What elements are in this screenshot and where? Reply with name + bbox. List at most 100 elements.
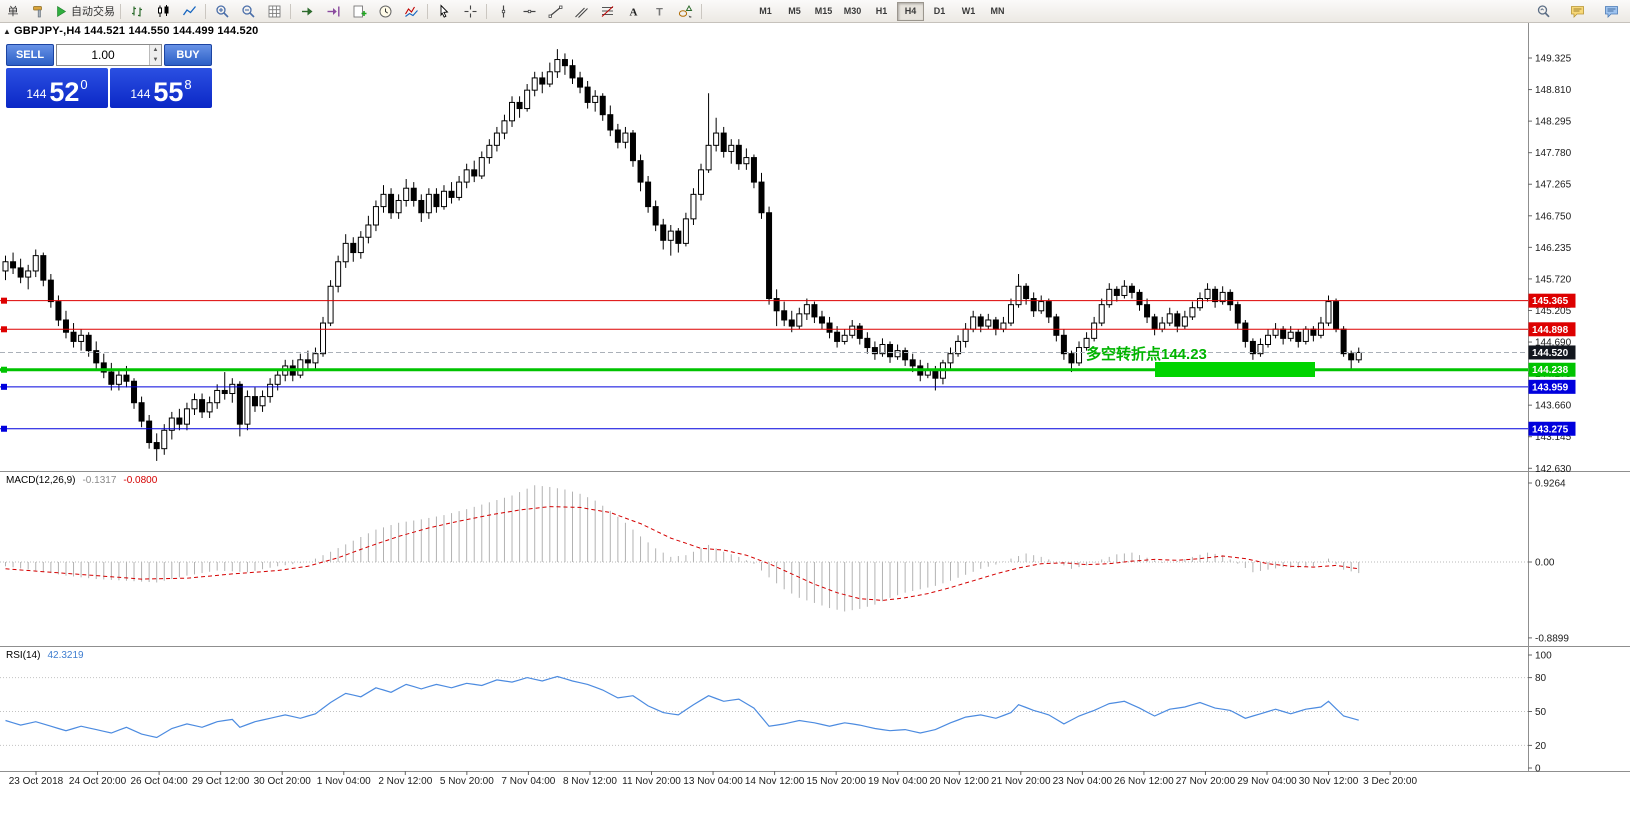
svg-text:26 Oct 04:00: 26 Oct 04:00 xyxy=(130,776,188,787)
toolbar-separator xyxy=(701,3,702,19)
search-icon[interactable] xyxy=(1530,1,1556,21)
svg-text:144.898: 144.898 xyxy=(1532,325,1569,336)
orders-button-label: 单 xyxy=(7,6,19,18)
svg-text:20 Nov 12:00: 20 Nov 12:00 xyxy=(930,776,990,787)
svg-text:23 Nov 04:00: 23 Nov 04:00 xyxy=(1053,776,1113,787)
timeframe-h1[interactable]: H1 xyxy=(875,5,888,16)
zoom-in-icon[interactable] xyxy=(209,1,235,21)
svg-text:30 Nov 12:00: 30 Nov 12:00 xyxy=(1299,776,1359,787)
toolbar-separator xyxy=(120,3,121,19)
svg-text:7 Nov 04:00: 7 Nov 04:00 xyxy=(501,776,555,787)
svg-text:27 Nov 20:00: 27 Nov 20:00 xyxy=(1176,776,1236,787)
sell-price-prefix: 144 xyxy=(26,87,47,101)
timeframe-w1[interactable]: W1 xyxy=(961,5,976,16)
timeframe-m1[interactable]: M1 xyxy=(759,5,772,16)
toolbar-right xyxy=(1530,1,1624,21)
macd-label: MACD(12,26,9) -0.1317 -0.0800 xyxy=(6,475,157,486)
svg-text:13 Nov 04:00: 13 Nov 04:00 xyxy=(683,776,743,787)
timeframe-m5[interactable]: M5 xyxy=(788,5,801,16)
vertical-line-icon[interactable] xyxy=(490,1,516,21)
horizontal-line-icon[interactable] xyxy=(516,1,542,21)
new-chart-icon[interactable] xyxy=(346,1,372,21)
timeframe-d1[interactable]: D1 xyxy=(933,5,946,16)
svg-text:144.690: 144.690 xyxy=(1535,338,1572,349)
autoscroll-icon[interactable] xyxy=(294,1,320,21)
one-click-trading-panel: SELL ▲ ▼ BUY 144 52 0 144 55 8 xyxy=(6,44,212,108)
sell-price-big: 52 xyxy=(49,77,80,108)
oneclick-collapse-toggle[interactable]: ▲ xyxy=(3,27,11,36)
svg-text:-0.8899: -0.8899 xyxy=(1535,633,1569,644)
svg-text:147.780: 147.780 xyxy=(1535,148,1572,159)
volume-input[interactable] xyxy=(57,45,149,65)
fibonacci-icon[interactable] xyxy=(594,1,620,21)
autotrade-button[interactable]: 自动交易 xyxy=(52,1,117,21)
svg-text:29 Nov 04:00: 29 Nov 04:00 xyxy=(1237,776,1297,787)
sell-price-display[interactable]: 144 52 0 xyxy=(6,68,108,108)
bar-chart-icon[interactable] xyxy=(124,1,150,21)
grid-icon[interactable] xyxy=(261,1,287,21)
crosshair-icon[interactable] xyxy=(457,1,483,21)
autotrade-button-label: 自动交易 xyxy=(71,6,115,18)
highlight-rectangle[interactable] xyxy=(1155,362,1315,377)
chart-ohlc-title: GBPJPY-,H4 144.521 144.550 144.499 144.5… xyxy=(14,25,259,37)
timeframe-h4[interactable]: H4 xyxy=(897,1,924,21)
chart-shift-icon[interactable] xyxy=(320,1,346,21)
svg-text:143.275: 143.275 xyxy=(1532,424,1569,435)
timeframe-m30[interactable]: M30 xyxy=(843,5,862,16)
candlestick-chart-icon[interactable] xyxy=(150,1,176,21)
svg-text:143.959: 143.959 xyxy=(1532,382,1569,393)
svg-text:2 Nov 12:00: 2 Nov 12:00 xyxy=(378,776,432,787)
timeframe-m15[interactable]: M15 xyxy=(814,5,833,16)
svg-text:26 Nov 12:00: 26 Nov 12:00 xyxy=(1114,776,1174,787)
line-chart-icon[interactable] xyxy=(176,1,202,21)
macd-main-value: -0.1317 xyxy=(82,475,117,486)
community-icon[interactable] xyxy=(1598,1,1624,21)
volume-down-button[interactable]: ▼ xyxy=(150,55,161,65)
clock-icon[interactable] xyxy=(372,1,398,21)
timeframe-group: M1 M5 M15 M30 H1 H4 D1 W1 MN xyxy=(751,1,1012,21)
sell-button[interactable]: SELL xyxy=(6,44,54,66)
toolbar-separator xyxy=(290,3,291,19)
cursor-icon[interactable] xyxy=(431,1,457,21)
zoom-out-icon[interactable] xyxy=(235,1,261,21)
label-icon[interactable]: T xyxy=(646,1,672,21)
svg-text:149.325: 149.325 xyxy=(1535,54,1572,65)
text-icon[interactable]: A xyxy=(620,1,646,21)
rsi-value: 42.3219 xyxy=(47,650,84,661)
buy-button[interactable]: BUY xyxy=(164,44,212,66)
buy-price-prefix: 144 xyxy=(130,87,151,101)
svg-text:145.720: 145.720 xyxy=(1535,274,1572,285)
annotation-text[interactable]: 多空转折点144.23 xyxy=(1086,346,1207,363)
svg-text:0.00: 0.00 xyxy=(1535,558,1555,569)
buy-price-big: 55 xyxy=(153,77,184,108)
svg-text:145.365: 145.365 xyxy=(1532,296,1569,307)
rsi-label: RSI(14) 42.3219 xyxy=(6,650,84,661)
trendline-icon[interactable] xyxy=(542,1,568,21)
svg-text:146.750: 146.750 xyxy=(1535,211,1572,222)
svg-text:100: 100 xyxy=(1535,651,1552,662)
volume-up-button[interactable]: ▲ xyxy=(150,45,161,55)
svg-text:24 Oct 20:00: 24 Oct 20:00 xyxy=(69,776,127,787)
shapes-icon[interactable] xyxy=(672,1,698,21)
svg-text:80: 80 xyxy=(1535,673,1547,684)
channel-icon[interactable] xyxy=(568,1,594,21)
toolbar: 单 自动交易 A T M1 M5 M15 M30 H1 H4 D1 W1 MN xyxy=(0,0,1630,23)
svg-text:14 Nov 12:00: 14 Nov 12:00 xyxy=(745,776,805,787)
svg-text:143.145: 143.145 xyxy=(1535,432,1572,443)
new-order-icon[interactable] xyxy=(26,1,52,21)
orders-button[interactable]: 单 xyxy=(0,1,26,21)
indicators-icon[interactable] xyxy=(398,1,424,21)
timeframe-mn[interactable]: MN xyxy=(990,5,1005,16)
buy-price-display[interactable]: 144 55 8 xyxy=(110,68,212,108)
svg-text:23 Oct 2018: 23 Oct 2018 xyxy=(9,776,64,787)
svg-text:0: 0 xyxy=(1535,764,1541,775)
svg-text:5 Nov 20:00: 5 Nov 20:00 xyxy=(440,776,494,787)
svg-text:50: 50 xyxy=(1535,707,1547,718)
toolbar-separator xyxy=(427,3,428,19)
volume-field: ▲ ▼ xyxy=(56,44,162,66)
svg-text:148.810: 148.810 xyxy=(1535,85,1572,96)
svg-text:144.238: 144.238 xyxy=(1532,365,1569,376)
chat-icon[interactable] xyxy=(1564,1,1590,21)
